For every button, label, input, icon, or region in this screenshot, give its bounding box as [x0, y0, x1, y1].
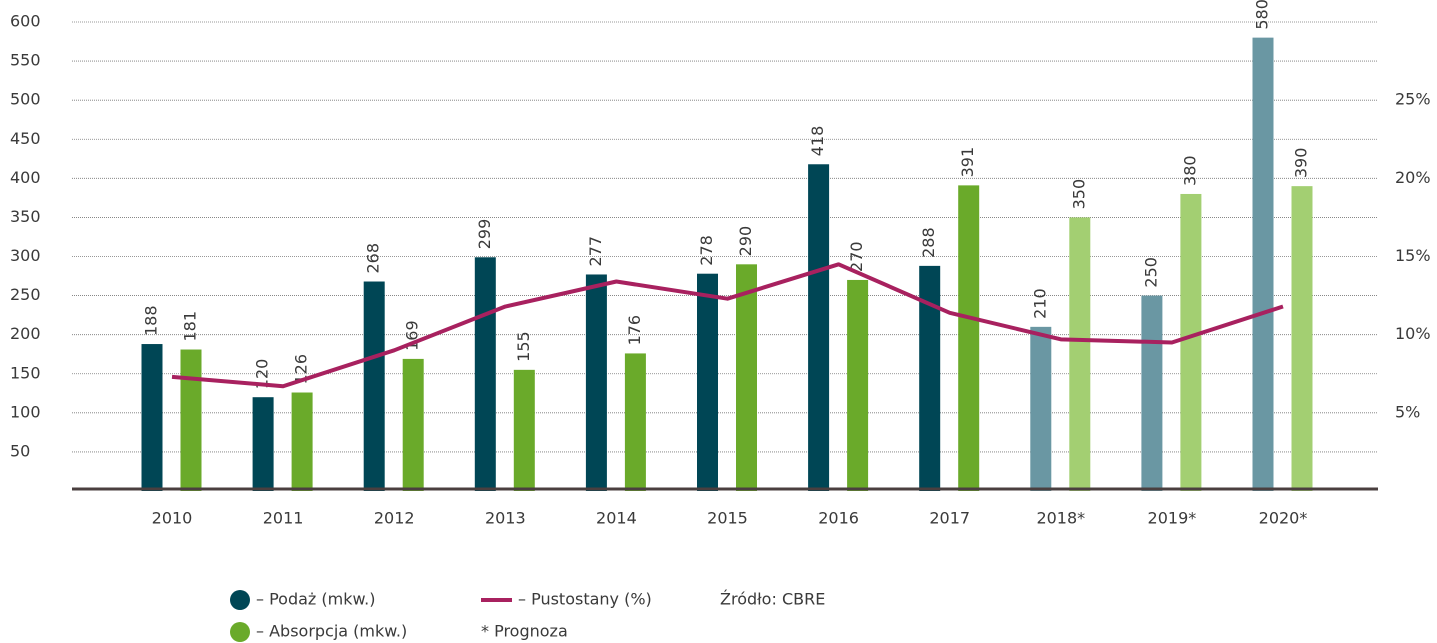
data-label: 176: [625, 315, 644, 346]
y-tick-label: 500: [10, 90, 41, 109]
x-tick-label: 2020*: [1259, 509, 1308, 528]
data-label: 390: [1292, 148, 1311, 179]
x-tick-label: 2015: [707, 509, 748, 528]
y-tick-label: 150: [10, 363, 41, 382]
y2-tick-label: 25%: [1395, 90, 1431, 109]
data-label: 181: [181, 311, 200, 342]
legend-label: – Podaż (mkw.): [256, 590, 375, 609]
bar: [513, 369, 535, 491]
bar: [1030, 326, 1052, 491]
y-tick-label: 100: [10, 402, 41, 421]
source: Źródło: CBRE: [720, 590, 825, 609]
y2-tick-label: 20%: [1395, 168, 1431, 187]
legend-label: – Absorpcja (mkw.): [256, 622, 407, 641]
bar: [1252, 37, 1274, 492]
y-tick-label: 300: [10, 246, 41, 265]
data-label: 277: [586, 236, 605, 267]
data-label: 120: [253, 359, 272, 390]
bar: [958, 185, 980, 491]
x-tick-label: 2018*: [1036, 509, 1085, 528]
bar: [474, 257, 496, 491]
legend-swatch: [481, 598, 512, 602]
bar: [585, 274, 607, 491]
y-tick-label: 450: [10, 129, 41, 148]
data-label: 580: [1253, 0, 1272, 30]
bar: [808, 164, 830, 491]
y2-tick-label: 10%: [1395, 324, 1431, 343]
bar: [1069, 217, 1091, 491]
data-label: 290: [736, 226, 755, 257]
data-label: 250: [1141, 257, 1160, 288]
legend-swatch: [230, 622, 250, 642]
bar: [1141, 295, 1163, 491]
y-tick-label: 550: [10, 51, 41, 70]
data-label: 268: [364, 243, 383, 274]
data-label: 278: [697, 235, 716, 266]
data-label: 155: [514, 331, 533, 362]
data-label: 350: [1069, 179, 1088, 210]
data-label: 188: [142, 305, 161, 336]
bar: [624, 353, 646, 491]
data-label: 391: [958, 147, 977, 178]
data-label: 299: [475, 219, 494, 250]
y-tick-label: 200: [10, 324, 41, 343]
x-tick-label: 2012: [374, 509, 415, 528]
bar: [141, 344, 163, 491]
bar: [919, 265, 941, 491]
bar: [1180, 193, 1202, 491]
x-tick-label: 2014: [596, 509, 637, 528]
bar: [363, 281, 385, 491]
y2-tick-label: 5%: [1395, 402, 1420, 421]
bar: [291, 392, 313, 491]
x-tick-label: 2010: [152, 509, 193, 528]
y-tick-label: 250: [10, 285, 41, 304]
x-tick-label: 2011: [263, 509, 304, 528]
bar: [180, 349, 202, 491]
data-label: 288: [919, 227, 938, 258]
bar: [252, 397, 274, 491]
data-label: 270: [847, 241, 866, 272]
x-tick-label: 2016: [818, 509, 859, 528]
y-tick-label: 600: [10, 12, 41, 31]
y-tick-label: 50: [10, 441, 30, 460]
data-label: 380: [1180, 155, 1199, 186]
bar: [847, 279, 869, 491]
bar: [1291, 186, 1313, 491]
x-tick-label: 2013: [485, 509, 526, 528]
legend-swatch: [230, 590, 250, 610]
vacancy-line: [171, 262, 1284, 389]
legend-label: – Pustostany (%): [518, 590, 652, 609]
note: * Prognoza: [481, 622, 568, 641]
bar: [736, 264, 757, 491]
y-tick-label: 400: [10, 168, 41, 187]
bar: [402, 358, 424, 491]
y-tick-label: 350: [10, 207, 41, 226]
x-tick-label: 2017: [929, 509, 970, 528]
data-label: 418: [808, 126, 827, 157]
y2-tick-label: 15%: [1395, 246, 1431, 265]
bar: [697, 273, 718, 491]
x-tick-label: 2019*: [1148, 509, 1197, 528]
data-label: 210: [1030, 288, 1049, 319]
